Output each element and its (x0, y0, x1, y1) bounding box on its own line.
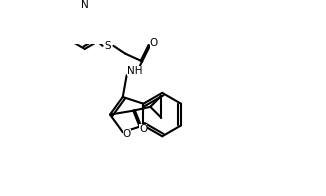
Text: O: O (123, 130, 131, 140)
Text: S: S (105, 41, 111, 51)
Text: NH: NH (126, 66, 142, 76)
Text: O: O (139, 124, 147, 134)
Text: N: N (81, 0, 89, 10)
Text: O: O (150, 38, 158, 48)
